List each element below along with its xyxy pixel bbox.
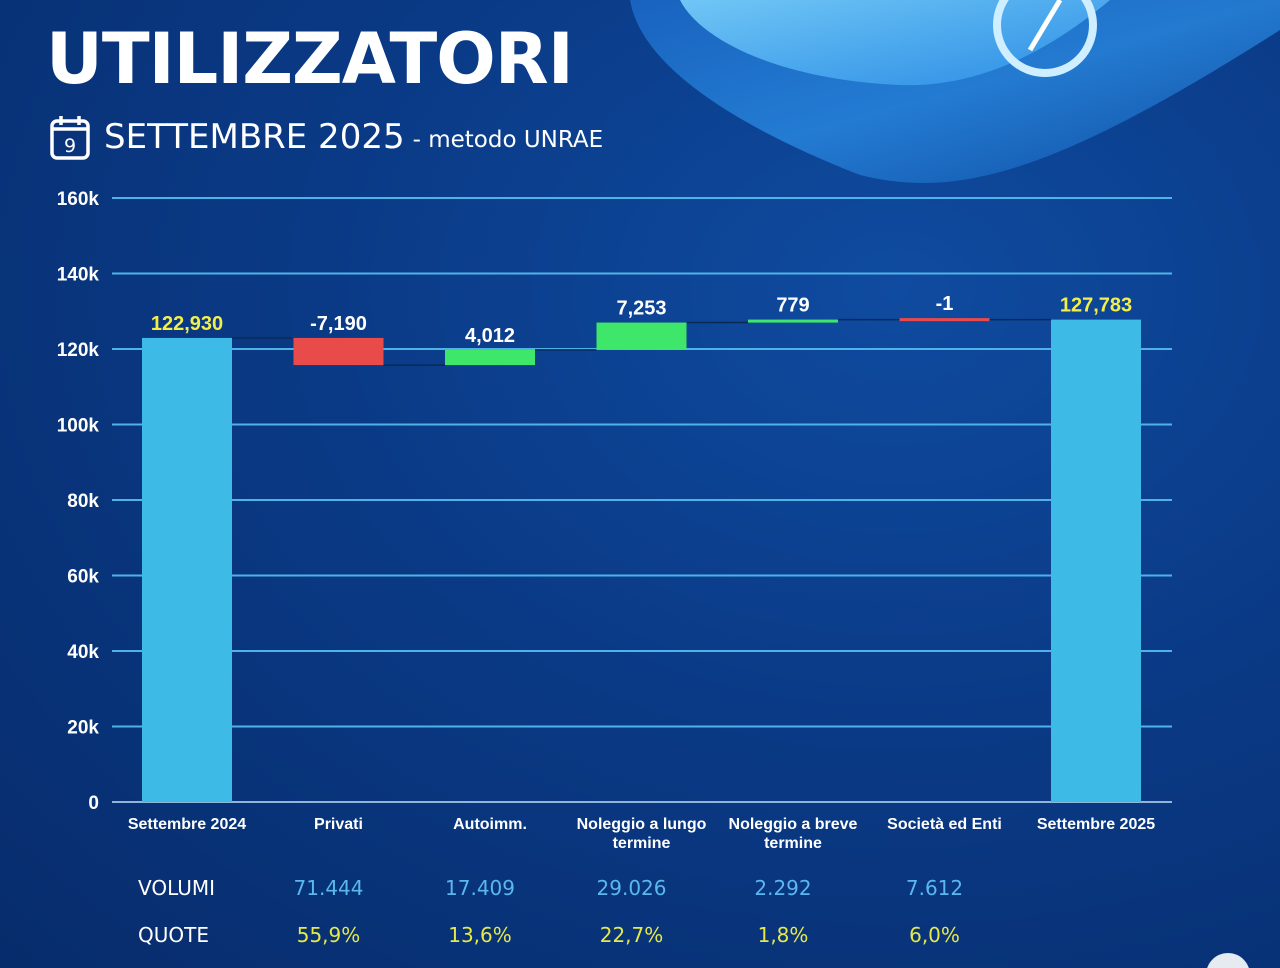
share-value: 55,9% (296, 923, 361, 947)
increase-bar (445, 349, 535, 366)
share-value: 1,8% (757, 923, 809, 947)
data-label: 4,012 (465, 325, 515, 347)
x-category-label: Privati (314, 816, 363, 833)
x-category-label: Settembre 2024 (128, 816, 246, 833)
y-tick-label: 20k (67, 718, 99, 739)
x-category-label: Settembre 2025 (1037, 816, 1155, 833)
data-label: 779 (776, 295, 809, 317)
x-category-label: termine (613, 835, 671, 852)
ribbon-inner (680, 0, 1110, 86)
subtitle: SETTEMBRE 2025 (104, 117, 405, 157)
data-label: 127,783 (1060, 295, 1132, 317)
volume-value: 71.444 (293, 876, 364, 900)
share-value: 22,7% (599, 923, 664, 947)
corner-logo-icon (1207, 953, 1249, 968)
volume-value: 29.026 (596, 876, 667, 900)
y-tick-label: 140k (57, 265, 100, 286)
subtitle-row: 9 SETTEMBRE 2025 - metodo UNRAE (50, 114, 603, 160)
volume-value: 17.409 (445, 876, 515, 900)
data-label: -1 (936, 293, 954, 315)
decrease-bar (293, 337, 384, 366)
total-bar (1051, 319, 1141, 802)
y-tick-label: 100k (57, 416, 100, 437)
decrease-bar (899, 318, 990, 322)
share-value: 6,0% (909, 923, 960, 947)
y-tick-label: 80k (67, 491, 99, 512)
y-tick-label: 120k (57, 340, 100, 361)
x-category-label: Autoimm. (453, 816, 527, 833)
volumi-label: VOLUMI (138, 876, 216, 900)
share-value: 13,6% (448, 923, 512, 947)
y-tick-label: 60k (67, 567, 99, 588)
data-label: 122,930 (151, 313, 223, 335)
increase-bar (748, 319, 838, 323)
method-note: - metodo UNRAE (412, 127, 604, 153)
quote-label: QUOTE (138, 923, 209, 947)
calendar-icon: 9 (50, 116, 90, 160)
volume-value: 7.612 (905, 876, 964, 900)
data-label: 7,253 (616, 298, 666, 320)
page-title: UTILIZZATORI (46, 18, 574, 100)
x-category-label: Noleggio a breve (729, 816, 858, 833)
volume-value: 2.292 (754, 876, 812, 900)
increase-bar (596, 322, 687, 350)
x-category-label: Noleggio a lungo (577, 816, 707, 833)
y-tick-label: 0 (88, 793, 99, 814)
calendar-day-number: 9 (64, 135, 76, 157)
total-bar (142, 337, 232, 802)
x-category-label: termine (764, 835, 822, 852)
compass-icon (993, 0, 1097, 77)
data-label: -7,190 (310, 313, 367, 335)
x-category-label: Società ed Enti (887, 816, 1002, 833)
y-tick-label: 40k (67, 642, 99, 663)
y-tick-label: 160k (57, 189, 100, 210)
